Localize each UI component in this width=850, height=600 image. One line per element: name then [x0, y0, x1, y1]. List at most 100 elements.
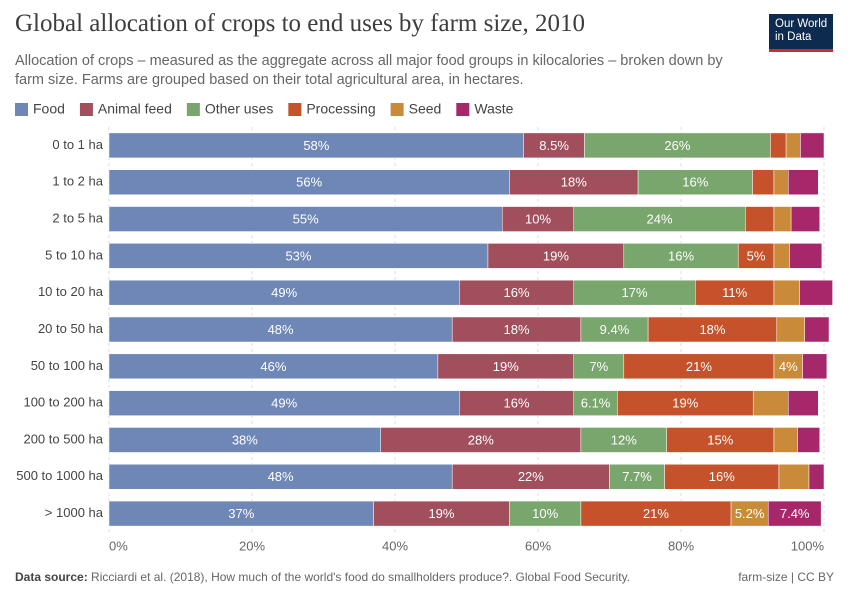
bar-segment [647, 316, 778, 343]
data-label: 10% [525, 211, 551, 226]
bar-segment [800, 132, 825, 159]
bar-segment [108, 169, 510, 195]
data-label: 21% [643, 506, 669, 521]
data-label: 9.4% [600, 322, 630, 337]
legend-label: Other uses [205, 101, 273, 117]
data-label: 16% [504, 396, 530, 411]
data-label: 18% [504, 322, 530, 337]
legend-swatch [186, 103, 200, 116]
data-label: 24% [647, 211, 673, 226]
data-label: 16% [682, 175, 708, 190]
bar-segment [730, 500, 769, 527]
legend-swatch [390, 103, 404, 116]
legend-swatch [15, 103, 28, 116]
bar-segment [437, 353, 574, 380]
bar-segment [785, 132, 801, 159]
data-label: 4% [779, 359, 798, 374]
data-label: 53% [285, 248, 311, 263]
bar-segment [509, 500, 582, 527]
source-text: Ricciardi et al. (2018), How much of the… [91, 570, 631, 584]
bar-segment [108, 500, 374, 527]
data-label: 56% [296, 175, 322, 190]
bar-segment [609, 464, 665, 490]
data-label: 38% [232, 432, 258, 447]
bar-segment [790, 206, 820, 232]
bar-segment [509, 169, 639, 195]
bar-segment [573, 353, 625, 380]
bar-segment [108, 316, 453, 343]
data-label: 5% [747, 248, 766, 263]
bar-segment [773, 169, 789, 195]
bar-segment [773, 427, 798, 453]
x-tick-label: 100% [791, 538, 825, 553]
bar-segment [752, 390, 789, 416]
bar-segment [451, 464, 610, 490]
bar-segment [108, 464, 453, 490]
bar-segment [523, 132, 585, 159]
bar-segment [789, 243, 823, 269]
bar-segment [108, 427, 381, 453]
bar-segment [773, 279, 800, 306]
legend-swatch [79, 103, 93, 116]
data-label: 18% [561, 175, 587, 190]
data-label: 7% [589, 359, 608, 374]
data-label: 16% [709, 469, 735, 484]
data-label: 37% [228, 506, 254, 521]
y-tick-label: 200 to 500 ha [23, 431, 103, 446]
data-label: 11% [722, 285, 747, 300]
bar-segment [580, 427, 667, 453]
bar-segment [773, 206, 792, 232]
data-label: 49% [271, 285, 297, 300]
data-label: 16% [668, 248, 694, 263]
x-tick-label: 40% [382, 538, 408, 553]
bar-segment [459, 390, 575, 416]
logo[interactable]: Our World in Data [769, 14, 833, 52]
y-tick-label: 100 to 200 ha [23, 395, 103, 410]
bar-segment [802, 353, 828, 380]
footer-license: farm-size | CC BY [738, 570, 834, 584]
bar-segment [623, 243, 739, 269]
bar-segment [487, 243, 625, 269]
data-label: 19% [493, 359, 519, 374]
data-label: 21% [686, 359, 712, 374]
bar-segment [617, 390, 754, 416]
bar-segment [108, 243, 489, 269]
legend-swatch [288, 103, 302, 116]
bar-segment [770, 132, 787, 159]
bar-segment [502, 206, 574, 232]
data-label: 58% [303, 138, 329, 153]
bar-segment [373, 500, 510, 527]
y-tick-label: 500 to 1000 ha [16, 468, 104, 483]
bar-segment [451, 316, 582, 343]
bar-segment [573, 279, 696, 306]
bar-segment [459, 279, 575, 306]
bar-segment [776, 316, 805, 343]
bar-segment [108, 279, 460, 306]
legend-label: Food [33, 101, 65, 117]
data-label: 8.5% [539, 138, 569, 153]
y-tick-label: 0 to 1 ha [52, 137, 103, 152]
bar-segment [745, 206, 775, 232]
data-label: 19% [428, 506, 454, 521]
y-tick-label: > 1000 ha [45, 505, 104, 520]
data-label: 48% [268, 469, 294, 484]
bar-segment [108, 206, 503, 232]
y-tick-label: 10 to 20 ha [38, 284, 104, 299]
y-tick-label: 50 to 100 ha [31, 358, 104, 373]
legend-label: Seed [409, 101, 442, 117]
legend-label: Waste [474, 101, 513, 117]
source-label: Data source: [15, 570, 88, 584]
footer-source: Data source: Ricciardi et al. (2018), Ho… [15, 570, 630, 584]
y-tick-label: 20 to 50 ha [38, 321, 104, 336]
data-label: 6.1% [581, 396, 611, 411]
bar-segment [108, 132, 524, 159]
bar-segment [799, 279, 833, 306]
bar-segment [737, 243, 775, 269]
data-label: 7.7% [622, 469, 652, 484]
bar-segment [767, 500, 822, 527]
y-tick-label: 5 to 10 ha [45, 247, 104, 262]
data-label: 15% [707, 432, 733, 447]
legend-swatch [456, 103, 470, 116]
data-label: 46% [260, 359, 286, 374]
